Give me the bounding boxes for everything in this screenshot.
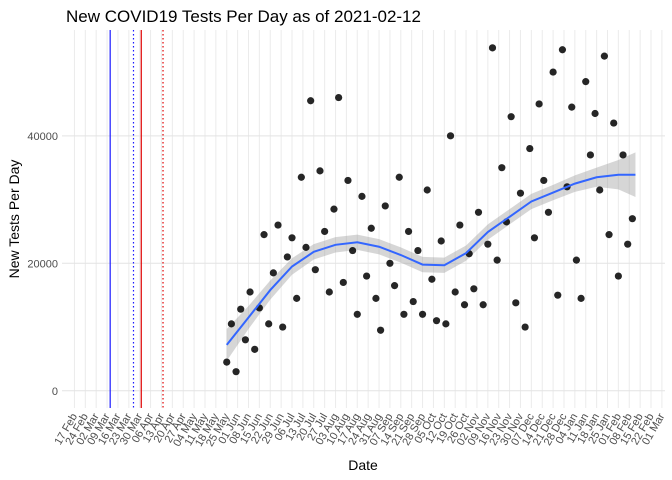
data-point — [474, 208, 483, 216]
data-point — [423, 186, 431, 194]
data-point — [591, 109, 599, 118]
data-point — [554, 291, 562, 299]
data-point — [302, 243, 310, 251]
data-point — [246, 288, 254, 296]
data-point — [363, 272, 371, 280]
data-point — [614, 272, 622, 280]
data-point — [353, 310, 361, 318]
data-point — [293, 294, 301, 302]
data-point — [400, 310, 408, 318]
data-point — [568, 103, 576, 111]
data-point — [572, 256, 581, 264]
data-point — [446, 132, 455, 140]
data-point — [628, 215, 636, 223]
data-point — [414, 246, 422, 255]
data-point — [488, 44, 497, 52]
data-point — [582, 78, 590, 86]
data-point — [297, 173, 305, 181]
plot-layer — [62, 30, 665, 408]
data-point — [232, 368, 240, 376]
data-point — [432, 317, 441, 325]
data-point — [484, 240, 492, 248]
data-point — [540, 176, 548, 185]
data-point — [395, 173, 403, 181]
data-point — [610, 119, 618, 127]
data-point — [605, 231, 613, 239]
data-point — [470, 285, 478, 293]
data-point — [311, 266, 319, 274]
chart-title: New COVID19 Tests Per Day as of 2021-02-… — [66, 7, 421, 26]
y-tick-label: 0 — [52, 386, 58, 398]
data-point — [460, 301, 469, 309]
data-point — [418, 310, 427, 318]
data-point — [251, 345, 259, 353]
data-point — [274, 221, 282, 229]
data-point — [512, 299, 520, 307]
data-point — [316, 167, 324, 175]
data-point — [223, 358, 231, 366]
data-point — [624, 240, 632, 248]
data-point — [479, 301, 487, 309]
y-tick-label: 40000 — [27, 131, 58, 143]
x-axis-title: Date — [348, 457, 378, 473]
data-point — [516, 189, 525, 197]
data-point — [530, 234, 539, 242]
data-point — [279, 323, 287, 331]
data-point — [409, 297, 417, 306]
data-point — [260, 231, 268, 239]
confidence-band — [226, 152, 636, 361]
data-point — [339, 278, 347, 287]
y-tick-label: 20000 — [27, 258, 58, 270]
data-point — [526, 144, 534, 153]
data-point — [600, 52, 608, 60]
data-point — [321, 227, 329, 236]
data-point — [288, 234, 296, 242]
data-point — [535, 100, 543, 108]
data-point — [404, 227, 413, 236]
data-point — [367, 224, 375, 232]
data-point — [330, 205, 338, 213]
data-point — [325, 288, 333, 296]
y-axis-title: New Tests Per Day — [6, 160, 22, 279]
data-point — [442, 320, 450, 328]
data-point — [521, 323, 529, 331]
data-point — [577, 294, 585, 302]
data-point — [283, 253, 291, 261]
data-point — [227, 320, 235, 328]
data-point — [386, 259, 394, 267]
data-point — [358, 192, 366, 200]
data-point — [237, 305, 245, 313]
data-point — [381, 202, 389, 210]
data-point — [428, 275, 436, 283]
data-point — [269, 269, 277, 277]
data-point — [390, 282, 399, 290]
data-point — [456, 221, 464, 229]
data-point — [493, 256, 501, 264]
smooth-line — [225, 173, 636, 346]
data-point — [596, 186, 604, 194]
data-point — [619, 151, 627, 159]
data-point — [241, 336, 249, 344]
data-point — [335, 93, 343, 102]
data-point — [586, 151, 595, 159]
data-point — [451, 288, 459, 296]
data-point — [544, 208, 553, 216]
data-point — [507, 113, 515, 121]
data-point — [372, 294, 380, 302]
data-point — [307, 97, 315, 105]
data-point — [437, 237, 445, 245]
data-point — [344, 176, 352, 185]
data-point — [549, 68, 557, 76]
data-point — [498, 164, 506, 172]
data-point — [265, 320, 273, 328]
data-point — [376, 326, 385, 334]
data-point — [349, 246, 357, 255]
data-point — [558, 46, 567, 54]
